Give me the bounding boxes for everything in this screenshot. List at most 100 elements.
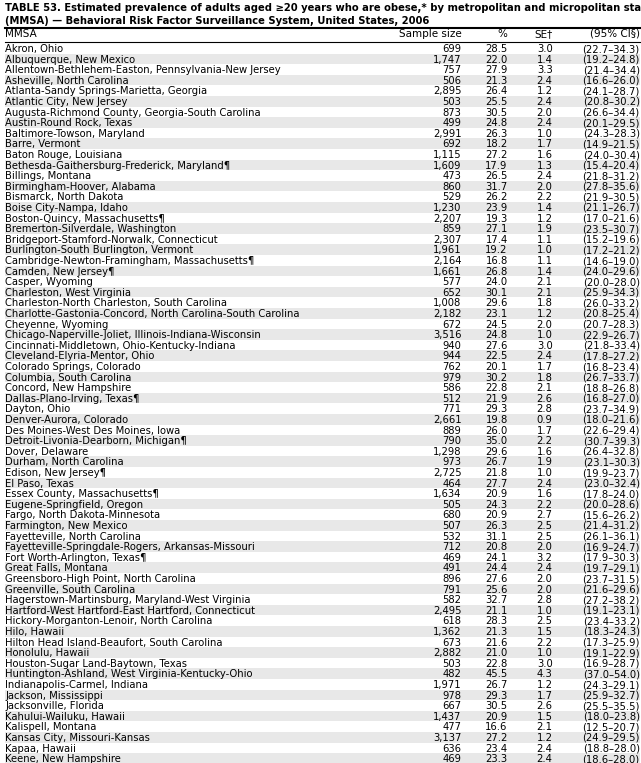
- Bar: [5, 159, 640, 170]
- Text: 2,882: 2,882: [433, 649, 462, 658]
- Text: 22.8: 22.8: [485, 658, 508, 669]
- Text: 477: 477: [442, 723, 462, 732]
- Text: 896: 896: [442, 574, 462, 584]
- Text: 1.0: 1.0: [537, 606, 553, 616]
- Bar: [5, 520, 640, 530]
- Text: (19.1–22.9): (19.1–22.9): [582, 649, 640, 658]
- Text: 26.3: 26.3: [485, 521, 508, 531]
- Text: 21.3: 21.3: [485, 627, 508, 637]
- Text: 503: 503: [443, 658, 462, 669]
- Text: 2.4: 2.4: [537, 97, 553, 107]
- Text: 873: 873: [443, 108, 462, 118]
- Text: (24.3–28.3): (24.3–28.3): [583, 129, 640, 139]
- Text: 27.7: 27.7: [485, 478, 508, 488]
- Text: 2.4: 2.4: [537, 478, 553, 488]
- Text: 2,495: 2,495: [433, 606, 462, 616]
- Text: 20.1: 20.1: [485, 362, 508, 372]
- Text: 27.2: 27.2: [485, 733, 508, 743]
- Text: 973: 973: [442, 457, 462, 468]
- Text: 2.2: 2.2: [537, 436, 553, 446]
- Text: 1.9: 1.9: [537, 457, 553, 468]
- Text: Denver-Aurora, Colorado: Denver-Aurora, Colorado: [5, 415, 128, 425]
- Text: 26.5: 26.5: [485, 171, 508, 181]
- Text: 473: 473: [443, 171, 462, 181]
- Bar: [5, 456, 640, 467]
- Text: 2.1: 2.1: [537, 383, 553, 393]
- Bar: [5, 732, 640, 742]
- Text: (21.4–34.4): (21.4–34.4): [583, 65, 640, 76]
- Text: (18.8–28.0): (18.8–28.0): [583, 744, 640, 754]
- Text: (18.0–23.8): (18.0–23.8): [583, 712, 640, 722]
- Text: Farmington, New Mexico: Farmington, New Mexico: [5, 521, 128, 531]
- Text: 30.5: 30.5: [485, 108, 508, 118]
- Text: 672: 672: [442, 320, 462, 330]
- Text: 2.8: 2.8: [537, 404, 553, 414]
- Text: Barre, Vermont: Barre, Vermont: [5, 140, 81, 150]
- Bar: [5, 668, 640, 679]
- Bar: [5, 626, 640, 636]
- Text: (15.4–20.4): (15.4–20.4): [583, 160, 640, 171]
- Text: 2,895: 2,895: [433, 86, 462, 96]
- Text: 1.8: 1.8: [537, 372, 553, 382]
- Text: Essex County, Massachusetts¶: Essex County, Massachusetts¶: [5, 489, 159, 499]
- Text: Bethesda-Gaithersburg-Frederick, Maryland¶: Bethesda-Gaithersburg-Frederick, Marylan…: [5, 160, 230, 171]
- Text: 673: 673: [442, 638, 462, 648]
- Bar: [5, 308, 640, 319]
- Text: (12.5–20.7): (12.5–20.7): [582, 723, 640, 732]
- Text: Detroit-Livonia-Dearborn, Michigan¶: Detroit-Livonia-Dearborn, Michigan¶: [5, 436, 187, 446]
- Text: 1,971: 1,971: [433, 680, 462, 690]
- Bar: [5, 414, 640, 424]
- Text: 469: 469: [442, 754, 462, 763]
- Text: 1,747: 1,747: [433, 55, 462, 65]
- Text: 2,991: 2,991: [433, 129, 462, 139]
- Text: (21.8–33.4): (21.8–33.4): [583, 341, 640, 351]
- Text: Colorado Springs, Colorado: Colorado Springs, Colorado: [5, 362, 141, 372]
- Text: Fayetteville-Springdale-Rogers, Arkansas-Missouri: Fayetteville-Springdale-Rogers, Arkansas…: [5, 542, 255, 552]
- Text: 1,298: 1,298: [433, 447, 462, 457]
- Text: 1.4: 1.4: [537, 266, 553, 277]
- Text: Camden, New Jersey¶: Camden, New Jersey¶: [5, 266, 115, 277]
- Text: 503: 503: [443, 97, 462, 107]
- Text: 2.7: 2.7: [537, 510, 553, 520]
- Text: 1,437: 1,437: [433, 712, 462, 722]
- Bar: [5, 499, 640, 510]
- Text: 1.0: 1.0: [537, 246, 553, 256]
- Text: (26.4–32.8): (26.4–32.8): [583, 447, 640, 457]
- Text: 1,661: 1,661: [433, 266, 462, 277]
- Text: 2.1: 2.1: [537, 288, 553, 298]
- Text: 22.8: 22.8: [485, 383, 508, 393]
- Text: Bridgeport-Stamford-Norwalk, Connecticut: Bridgeport-Stamford-Norwalk, Connecticut: [5, 235, 218, 245]
- Text: (17.9–30.3): (17.9–30.3): [583, 553, 640, 563]
- Text: 0.9: 0.9: [537, 415, 553, 425]
- Text: Keene, New Hampshire: Keene, New Hampshire: [5, 754, 121, 763]
- Text: 1.0: 1.0: [537, 129, 553, 139]
- Text: (17.8–27.2): (17.8–27.2): [582, 352, 640, 362]
- Text: 2.0: 2.0: [537, 182, 553, 192]
- Text: 712: 712: [442, 542, 462, 552]
- Text: 505: 505: [442, 500, 462, 510]
- Text: Greenville, South Carolina: Greenville, South Carolina: [5, 584, 135, 594]
- Text: 23.1: 23.1: [485, 309, 508, 319]
- Text: 1,609: 1,609: [433, 160, 462, 171]
- Text: 2.0: 2.0: [537, 574, 553, 584]
- Text: Fayetteville, North Carolina: Fayetteville, North Carolina: [5, 532, 141, 542]
- Text: Chicago-Naperville-Joliet, Illinois-Indiana-Wisconsin: Chicago-Naperville-Joliet, Illinois-Indi…: [5, 330, 261, 340]
- Bar: [5, 478, 640, 488]
- Bar: [5, 329, 640, 340]
- Text: 21.0: 21.0: [485, 649, 508, 658]
- Text: 482: 482: [443, 669, 462, 679]
- Text: 1.7: 1.7: [537, 691, 553, 700]
- Bar: [5, 753, 640, 763]
- Text: 25.5: 25.5: [485, 97, 508, 107]
- Text: (24.9–29.5): (24.9–29.5): [582, 733, 640, 743]
- Text: Dallas-Plano-Irving, Texas¶: Dallas-Plano-Irving, Texas¶: [5, 394, 140, 404]
- Text: 2,207: 2,207: [433, 214, 462, 224]
- Text: 1.8: 1.8: [537, 298, 553, 308]
- Text: 667: 667: [442, 701, 462, 711]
- Bar: [5, 350, 640, 361]
- Text: 2.4: 2.4: [537, 171, 553, 181]
- Text: 26.3: 26.3: [485, 129, 508, 139]
- Text: (26.6–34.4): (26.6–34.4): [583, 108, 640, 118]
- Text: 28.5: 28.5: [485, 44, 508, 54]
- Text: (37.0–54.0): (37.0–54.0): [583, 669, 640, 679]
